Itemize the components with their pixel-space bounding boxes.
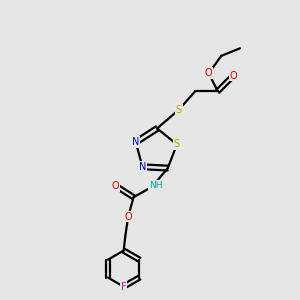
Text: O: O xyxy=(205,68,212,78)
Text: S: S xyxy=(176,105,182,115)
Text: S: S xyxy=(174,140,180,149)
Text: N: N xyxy=(132,137,140,147)
Text: N: N xyxy=(139,162,146,172)
Text: O: O xyxy=(124,212,132,222)
Text: F: F xyxy=(121,282,127,292)
Text: O: O xyxy=(230,70,237,81)
Text: NH: NH xyxy=(149,181,163,190)
Text: O: O xyxy=(112,181,119,191)
